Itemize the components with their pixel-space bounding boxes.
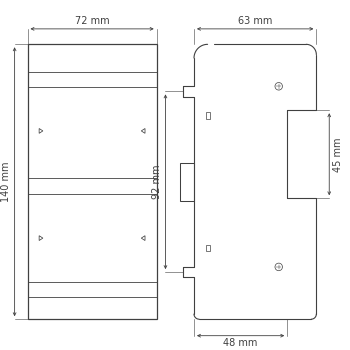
Text: 72 mm: 72 mm: [75, 16, 110, 26]
Text: 48 mm: 48 mm: [223, 338, 258, 348]
Text: 92 mm: 92 mm: [152, 164, 162, 199]
Text: 45 mm: 45 mm: [333, 137, 343, 172]
Text: 63 mm: 63 mm: [238, 16, 272, 26]
Text: 140 mm: 140 mm: [1, 161, 11, 202]
